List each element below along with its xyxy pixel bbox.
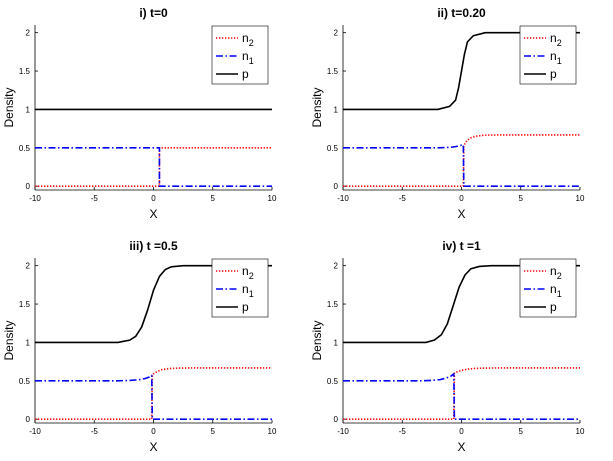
y-tick-label: 1 [334,105,339,114]
series-line-n2 [343,134,580,187]
series-line-n1 [343,143,580,187]
x-tick-label: -10 [29,194,41,203]
y-tick-label: 1.5 [19,67,31,76]
x-tick-label: -10 [337,194,349,203]
legend-label-n1: n1 [242,282,254,299]
series-line-n1 [35,374,272,420]
y-tick-label: 1 [26,338,31,347]
legend-label-n1: n1 [550,49,562,66]
x-tick-label: 10 [268,427,277,436]
plot-title: i) t=0 [139,6,168,20]
legend-label-p: p [550,300,557,314]
y-tick-label: 2 [334,29,339,38]
y-tick-label: 0.5 [19,377,31,386]
x-tick-label: -5 [91,427,99,436]
x-tick-label: 5 [519,194,524,203]
x-axis-label: X [457,440,465,454]
subplot-3: iii) t =0.5 -10 -5 0 5 10 0 0.5 1 1.5 2 X Density n2n… [2,239,277,454]
x-tick-label: 5 [519,427,524,436]
y-tick-label: 0.5 [327,377,339,386]
series-line-n1 [343,373,580,420]
y-axis-label: Density [310,87,324,127]
series-line-p [35,264,272,344]
legend-label-n1: n1 [550,282,562,299]
x-tick-label: -5 [91,194,99,203]
subplot-2: ii) t=0.20 -10 -5 0 5 10 0 0.5 1 1.5 2 X Density n2n1… [310,6,585,221]
y-tick-label: 0.5 [19,144,31,153]
y-axis-label: Density [2,87,16,127]
plot-title: iii) t =0.5 [129,239,178,253]
y-tick-label: 2 [26,29,31,38]
x-tick-label: 5 [211,427,216,436]
legend-label-n2: n2 [242,31,254,48]
y-tick-label: 0.5 [327,144,339,153]
y-tick-label: 1 [334,338,339,347]
y-tick-label: 1.5 [327,67,339,76]
y-tick-label: 1.5 [19,300,31,309]
plot-title: ii) t=0.20 [437,6,486,20]
y-tick-label: 2 [26,262,31,271]
plot-title: iv) t =1 [442,239,481,253]
legend-box [519,25,577,85]
x-tick-label: 0 [151,194,156,203]
y-tick-label: 0 [334,182,339,191]
y-tick-label: 1 [26,105,31,114]
x-tick-label: 0 [459,194,464,203]
legend-label-n2: n2 [242,264,254,281]
legend-box [519,258,577,318]
legend-label-n2: n2 [550,264,562,281]
y-axis-label: Density [2,320,16,360]
legend-box [211,258,269,318]
legend-label-n1: n1 [242,49,254,66]
series-line-n2 [343,367,580,420]
series-line-n2 [35,146,272,187]
legend-box [211,25,269,85]
x-tick-label: 0 [459,427,464,436]
x-tick-label: 10 [576,194,585,203]
legend-label-p: p [550,67,557,81]
x-tick-label: 10 [576,427,585,436]
y-tick-label: 0 [26,415,31,424]
series-line-n1 [35,146,272,187]
x-axis-label: X [457,207,465,221]
legend-label-n2: n2 [550,31,562,48]
y-tick-label: 0 [334,415,339,424]
series-line-p [343,264,580,344]
series-line-p [343,31,580,111]
y-axis-label: Density [310,320,324,360]
legend-label-p: p [242,67,249,81]
x-tick-label: -10 [29,427,41,436]
x-tick-label: 10 [268,194,277,203]
x-tick-label: -10 [337,427,349,436]
x-axis-label: X [149,207,157,221]
x-axis-label: X [149,440,157,454]
legend-label-p: p [242,300,249,314]
y-tick-label: 2 [334,262,339,271]
x-tick-label: 5 [211,194,216,203]
y-tick-label: 1.5 [327,300,339,309]
x-tick-label: 0 [151,427,156,436]
series-line-n2 [35,367,272,420]
x-tick-label: -5 [399,194,407,203]
x-tick-label: -5 [399,427,407,436]
y-tick-label: 0 [26,182,31,191]
